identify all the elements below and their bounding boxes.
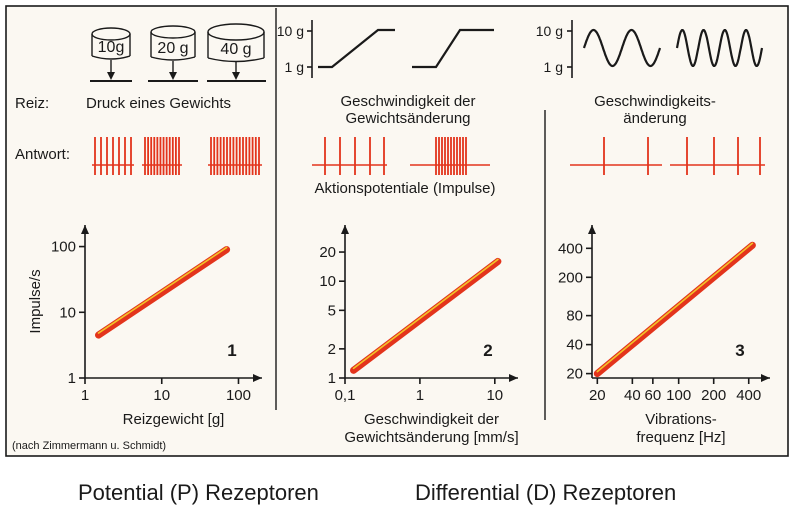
panel-number: 3 <box>735 341 744 360</box>
figure-panel <box>5 5 789 457</box>
x-tick-label: 60 <box>645 387 662 404</box>
antwort-label: Antwort: <box>15 146 70 163</box>
vibration-stimulus-traces: 10 g 1 g <box>536 20 764 78</box>
data-line-highlight <box>596 242 754 373</box>
x-tick-label: 10 <box>486 387 503 404</box>
source-note: (nach Zimmermann u. Schmidt) <box>12 440 166 452</box>
x-axis-arrow <box>761 374 770 382</box>
y-tick-label: 20 <box>566 366 583 383</box>
x-tick-label: 100 <box>666 387 691 404</box>
weight-label-20g: 20 g <box>157 40 188 57</box>
ramp-title-line2: Gewichtsänderung <box>345 110 470 127</box>
x-axis-label: Reizgewicht [g] <box>123 411 225 428</box>
x-tick-label: 200 <box>701 387 726 404</box>
x-axis-label: frequenz [Hz] <box>636 429 725 446</box>
vib-tick-1g: 1 g <box>544 59 563 75</box>
vib-tick-10g: 10 g <box>536 23 563 39</box>
ramp-title-line1: Geschwindigkeit der <box>340 93 475 110</box>
ap-caption: Aktionspotentiale (Impulse) <box>315 180 496 197</box>
x-axis-label: Gewichtsänderung [mm/s] <box>344 429 518 446</box>
y-tick-label: 1 <box>328 370 336 387</box>
x-axis-label: Vibrations- <box>645 411 716 428</box>
x-tick-label: 400 <box>736 387 761 404</box>
data-line <box>95 246 231 339</box>
x-tick-label: 40 <box>624 387 641 404</box>
data-line-highlight <box>97 246 228 334</box>
vib-title-line2: änderung <box>623 110 686 127</box>
x-tick-label: 100 <box>226 387 251 404</box>
action-potential-trains <box>92 137 765 175</box>
caption-potential: Potential (P) Rezeptoren <box>78 480 319 505</box>
x-axis-label: Geschwindigkeit der <box>364 411 499 428</box>
x-tick-label: 10 <box>153 387 170 404</box>
y-tick-label: 40 <box>566 337 583 354</box>
data-line <box>350 257 502 374</box>
y-tick-label: 10 <box>59 304 76 321</box>
x-tick-label: 20 <box>589 387 606 404</box>
chart-potential-receptor: 1 10 100 1 10 100 1 Reizgewicht [g] Impulse/s <box>27 225 262 428</box>
weight-20g: 20 g <box>148 25 198 82</box>
ramp-stimulus-traces: 10 g 1 g <box>277 20 494 78</box>
weight-label-10g: 10g <box>98 39 125 56</box>
x-tick-label: 0,1 <box>335 387 356 404</box>
y-axis-arrow <box>588 225 596 234</box>
x-tick-label: 1 <box>416 387 424 404</box>
ramp-tick-10g: 10 g <box>277 23 304 39</box>
y-axis-arrow <box>81 225 89 234</box>
weight-40g: 40 g <box>207 23 266 82</box>
x-axis-arrow <box>509 374 518 382</box>
caption-differential: Differential (D) Rezeptoren <box>415 480 676 505</box>
y-tick-label: 200 <box>558 269 583 286</box>
y-tick-label: 80 <box>566 308 583 325</box>
reiz-label: Reiz: <box>15 95 49 112</box>
y-tick-label: 100 <box>51 239 76 256</box>
y-axis-arrow <box>341 225 349 234</box>
y-tick-label: 10 <box>319 273 336 290</box>
y-tick-label: 2 <box>328 341 336 358</box>
y-tick-label: 1 <box>68 370 76 387</box>
vib-title-line1: Geschwindigkeits- <box>594 93 716 110</box>
data-line-highlight <box>352 258 499 370</box>
chart-vibration-receptor: 20 40 60 100 200 4002040802004003Vibrations-f… <box>558 225 770 446</box>
panel-number: 1 <box>227 341 236 360</box>
panel-number: 2 <box>483 341 492 360</box>
x-axis-arrow <box>253 374 262 382</box>
weight-label-40g: 40 g <box>220 41 251 58</box>
y-axis-label: Impulse/s <box>27 269 44 333</box>
data-line <box>593 241 756 378</box>
y-tick-label: 400 <box>558 240 583 257</box>
reiz-description: Druck eines Gewichts <box>86 95 231 112</box>
weight-10g: 10g <box>90 27 132 82</box>
y-tick-label: 20 <box>319 244 336 261</box>
y-tick-label: 5 <box>328 302 336 319</box>
x-tick-label: 1 <box>81 387 89 404</box>
ramp-tick-1g: 1 g <box>285 59 304 75</box>
